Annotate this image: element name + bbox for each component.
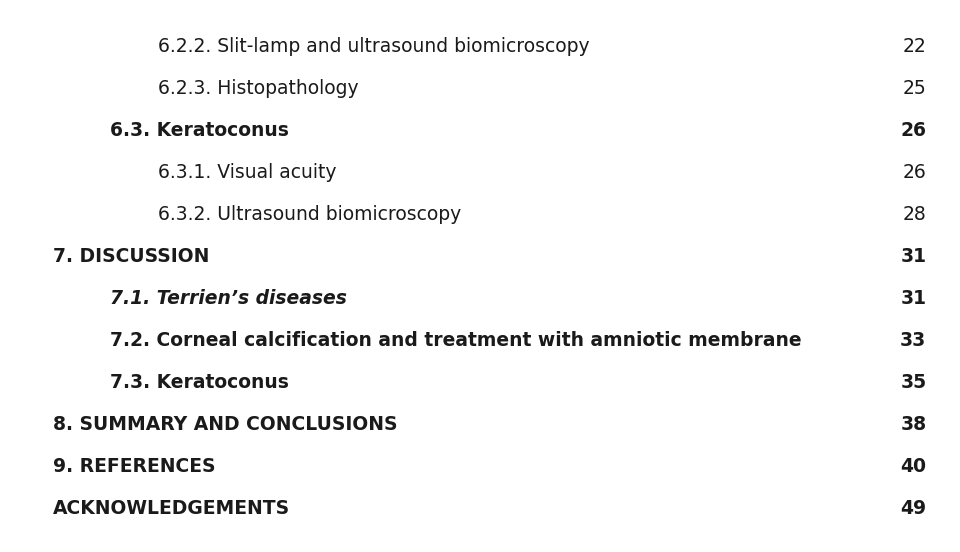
Text: 7.1. Terrien’s diseases: 7.1. Terrien’s diseases <box>110 289 348 308</box>
Text: 6.2.2. Slit-lamp and ultrasound biomicroscopy: 6.2.2. Slit-lamp and ultrasound biomicro… <box>158 38 590 56</box>
Text: 6.3. Keratoconus: 6.3. Keratoconus <box>110 121 289 140</box>
Text: 31: 31 <box>900 247 926 266</box>
Text: 9. REFERENCES: 9. REFERENCES <box>53 457 215 476</box>
Text: 6.3.2. Ultrasound biomicroscopy: 6.3.2. Ultrasound biomicroscopy <box>158 205 462 224</box>
Text: 49: 49 <box>900 499 926 518</box>
Text: ACKNOWLEDGEMENTS: ACKNOWLEDGEMENTS <box>53 499 290 518</box>
Text: 6.2.3. Histopathology: 6.2.3. Histopathology <box>158 79 359 98</box>
Text: 22: 22 <box>902 38 926 56</box>
Text: 7. DISCUSSION: 7. DISCUSSION <box>53 247 209 266</box>
Text: 40: 40 <box>900 457 926 476</box>
Text: 7.2. Corneal calcification and treatment with amniotic membrane: 7.2. Corneal calcification and treatment… <box>110 331 802 350</box>
Text: 33: 33 <box>900 331 926 350</box>
Text: 25: 25 <box>902 79 926 98</box>
Text: 38: 38 <box>900 415 926 434</box>
Text: 7.3. Keratoconus: 7.3. Keratoconus <box>110 373 289 392</box>
Text: 6.3.1. Visual acuity: 6.3.1. Visual acuity <box>158 163 337 182</box>
Text: 35: 35 <box>900 373 926 392</box>
Text: 26: 26 <box>900 121 926 140</box>
Text: 8. SUMMARY AND CONCLUSIONS: 8. SUMMARY AND CONCLUSIONS <box>53 415 397 434</box>
Text: 28: 28 <box>902 205 926 224</box>
Text: 26: 26 <box>902 163 926 182</box>
Text: 31: 31 <box>900 289 926 308</box>
